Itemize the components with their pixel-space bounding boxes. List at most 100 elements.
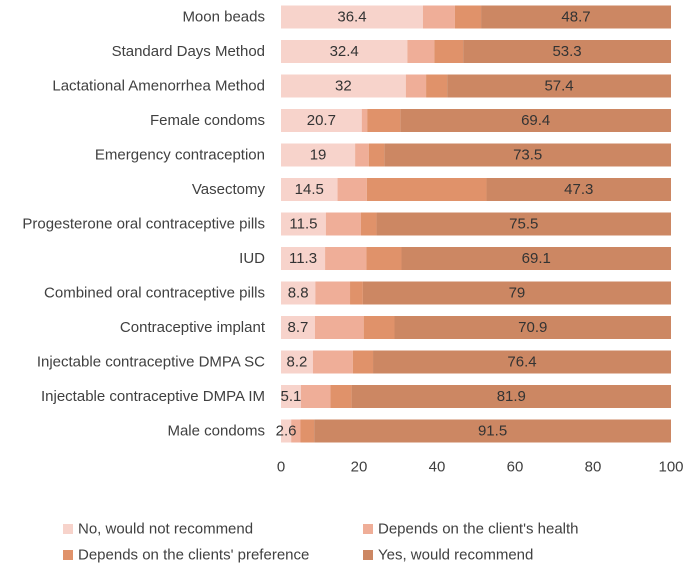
bar-injectable-contraceptive-dmpa-im-depends-on-the-clients-preference <box>330 385 352 408</box>
legend-swatch-depends-on-the-clients-preference <box>63 550 73 560</box>
bars <box>281 5 671 443</box>
data-label-combined-oral-contraceptive-pills-yes-would-recommend: 79 <box>509 285 526 302</box>
category-label-moon-beads: Moon beads <box>182 9 265 26</box>
bar-female-condoms-depends-on-the-clients-preference <box>367 109 401 132</box>
data-label-standard-days-method-yes-would-recommend: 53.3 <box>552 43 581 60</box>
data-label-lactational-amenorrhea-method-no-would-not-recommend: 32 <box>335 78 352 95</box>
bar-lactational-amenorrhea-method-no-would-not-recommend <box>281 74 406 98</box>
category-label-injectable-contraceptive-dmpa-im: Injectable contraceptive DMPA IM <box>41 388 265 405</box>
data-label-emergency-contraception-no-would-not-recommend: 19 <box>310 147 327 164</box>
bar-male-condoms-depends-on-the-clients-preference <box>300 419 315 443</box>
category-label-contraceptive-implant: Contraceptive implant <box>120 319 266 336</box>
data-label-emergency-contraception-yes-would-recommend: 73.5 <box>513 147 542 164</box>
data-label-moon-beads-yes-would-recommend: 48.7 <box>561 9 590 26</box>
bar-injectable-contraceptive-dmpa-sc-no-would-not-recommend <box>281 350 313 374</box>
bar-lactational-amenorrhea-method-depends-on-the-client-s-health <box>405 74 427 98</box>
category-labels: Moon beads Standard Days Method Lactationa… <box>22 9 265 440</box>
data-label-injectable-contraceptive-dmpa-im-no-would-not-recommend: 5.1 <box>281 388 302 405</box>
data-label-female-condoms-no-would-not-recommend: 20.7 <box>307 112 336 129</box>
legend: No, would not recommend Depends on the cl… <box>63 521 579 564</box>
x-tick-label-60: 60 <box>507 459 524 476</box>
data-label-iud-yes-would-recommend: 69.1 <box>522 250 551 267</box>
x-tick-label-0: 0 <box>277 459 285 476</box>
bar-moon-beads-depends-on-the-client-s-health <box>422 5 455 29</box>
bar-vasectomy-yes-would-recommend <box>486 178 671 201</box>
bar-iud-depends-on-the-clients-preference <box>366 247 402 270</box>
bar-emergency-contraception-yes-would-recommend <box>384 143 671 167</box>
category-label-lactational-amenorrhea-method: Lactational Amenorrhea Method <box>52 78 265 95</box>
bar-iud-depends-on-the-client-s-health <box>325 247 367 270</box>
data-label-vasectomy-no-would-not-recommend: 14.5 <box>295 181 324 198</box>
category-label-progesterone-oral-contraceptive-pills: Progesterone oral contraceptive pills <box>22 216 265 233</box>
data-label-iud-no-would-not-recommend: 11.3 <box>289 250 317 267</box>
bar-emergency-contraception-no-would-not-recommend <box>281 143 356 167</box>
bar-female-condoms-yes-would-recommend <box>400 109 671 132</box>
data-label-progesterone-oral-contraceptive-pills-no-would-not-recommend: 11.5 <box>289 216 317 233</box>
data-label-combined-oral-contraceptive-pills-no-would-not-recommend: 8.8 <box>288 285 309 302</box>
data-label-injectable-contraceptive-dmpa-im-yes-would-recommend: 81.9 <box>497 388 526 405</box>
bar-lactational-amenorrhea-method-depends-on-the-clients-preference <box>426 74 448 98</box>
bar-contraceptive-implant-depends-on-the-clients-preference <box>363 316 395 339</box>
bar-emergency-contraception-depends-on-the-client-s-health <box>355 143 369 167</box>
bar-female-condoms-depends-on-the-client-s-health <box>361 109 368 132</box>
bar-moon-beads-no-would-not-recommend <box>281 5 423 29</box>
bar-iud-yes-would-recommend <box>401 247 671 270</box>
category-label-emergency-contraception: Emergency contraception <box>95 147 265 164</box>
data-label-lactational-amenorrhea-method-yes-would-recommend: 57.4 <box>544 78 573 95</box>
bar-progesterone-oral-contraceptive-pills-depends-on-the-client-s-health <box>325 212 361 236</box>
legend-label-no-would-not-recommend: No, would not recommend <box>78 521 253 538</box>
bar-iud-no-would-not-recommend <box>281 247 326 270</box>
bar-emergency-contraception-depends-on-the-clients-preference <box>368 143 385 167</box>
bar-progesterone-oral-contraceptive-pills-yes-would-recommend <box>376 212 671 236</box>
x-tick-label-80: 80 <box>585 459 602 476</box>
bar-combined-oral-contraceptive-pills-depends-on-the-client-s-health <box>315 281 351 305</box>
data-label-male-condoms-yes-would-recommend: 91.5 <box>478 423 507 440</box>
category-label-standard-days-method: Standard Days Method <box>112 43 265 60</box>
bar-lactational-amenorrhea-method-yes-would-recommend <box>447 74 671 98</box>
bar-injectable-contraceptive-dmpa-im-yes-would-recommend <box>351 385 671 408</box>
category-label-male-condoms: Male condoms <box>167 423 265 440</box>
bar-male-condoms-yes-would-recommend <box>314 419 671 443</box>
x-tick-label-40: 40 <box>429 459 446 476</box>
legend-swatch-no-would-not-recommend <box>63 524 73 534</box>
data-label-vasectomy-yes-would-recommend: 47.3 <box>564 181 593 198</box>
bar-contraceptive-implant-yes-would-recommend <box>394 316 671 339</box>
bar-moon-beads-depends-on-the-clients-preference <box>454 5 482 29</box>
bar-progesterone-oral-contraceptive-pills-depends-on-the-clients-preference <box>360 212 377 236</box>
bar-combined-oral-contraceptive-pills-yes-would-recommend <box>362 281 671 305</box>
bar-vasectomy-no-would-not-recommend <box>281 178 338 201</box>
bar-male-condoms-no-would-not-recommend <box>281 419 292 443</box>
bar-standard-days-method-no-would-not-recommend <box>281 40 408 63</box>
bar-standard-days-method-yes-would-recommend <box>463 40 671 63</box>
bar-injectable-contraceptive-dmpa-im-no-would-not-recommend <box>281 385 301 408</box>
category-label-injectable-contraceptive-dmpa-sc: Injectable contraceptive DMPA SC <box>37 354 265 371</box>
x-axis: 0 20 40 60 80 100 <box>277 459 684 476</box>
bar-standard-days-method-depends-on-the-clients-preference <box>434 40 464 63</box>
x-tick-label-20: 20 <box>351 459 368 476</box>
bar-injectable-contraceptive-dmpa-im-depends-on-the-client-s-health <box>300 385 331 408</box>
bar-injectable-contraceptive-dmpa-sc-yes-would-recommend <box>373 350 671 374</box>
data-label-standard-days-method-no-would-not-recommend: 32.4 <box>330 43 359 60</box>
data-label-injectable-contraceptive-dmpa-sc-yes-would-recommend: 76.4 <box>507 354 536 371</box>
bar-injectable-contraceptive-dmpa-sc-depends-on-the-client-s-health <box>312 350 353 374</box>
bar-vasectomy-depends-on-the-clients-preference <box>366 178 487 201</box>
bar-moon-beads-yes-would-recommend <box>481 5 671 29</box>
bar-standard-days-method-depends-on-the-client-s-health <box>407 40 435 63</box>
legend-label-depends-on-the-clients-preference: Depends on the clients' preference <box>78 547 309 564</box>
bar-injectable-contraceptive-dmpa-sc-depends-on-the-clients-preference <box>352 350 374 374</box>
bar-contraceptive-implant-depends-on-the-client-s-health <box>314 316 364 339</box>
category-label-iud: IUD <box>239 250 265 267</box>
x-tick-label-100: 100 <box>658 459 683 476</box>
data-label-contraceptive-implant-yes-would-recommend: 70.9 <box>518 319 547 336</box>
bar-contraceptive-implant-no-would-not-recommend <box>281 316 315 339</box>
bar-combined-oral-contraceptive-pills-no-would-not-recommend <box>281 281 316 305</box>
data-label-contraceptive-implant-no-would-not-recommend: 8.7 <box>288 319 309 336</box>
legend-label-yes-would-recommend: Yes, would recommend <box>378 547 533 564</box>
bar-labels: 36.4 48.7 32.4 53.3 32 57.4 20.7 69.4 19 73.5 14.5… <box>276 9 594 440</box>
data-label-male-condoms-no-would-not-recommend: 2.6 <box>276 423 297 440</box>
bar-female-condoms-no-would-not-recommend <box>281 109 362 132</box>
data-label-moon-beads-no-would-not-recommend: 36.4 <box>337 9 366 26</box>
legend-swatch-depends-on-the-client-s-health <box>363 524 373 534</box>
data-label-female-condoms-yes-would-recommend: 69.4 <box>521 112 550 129</box>
